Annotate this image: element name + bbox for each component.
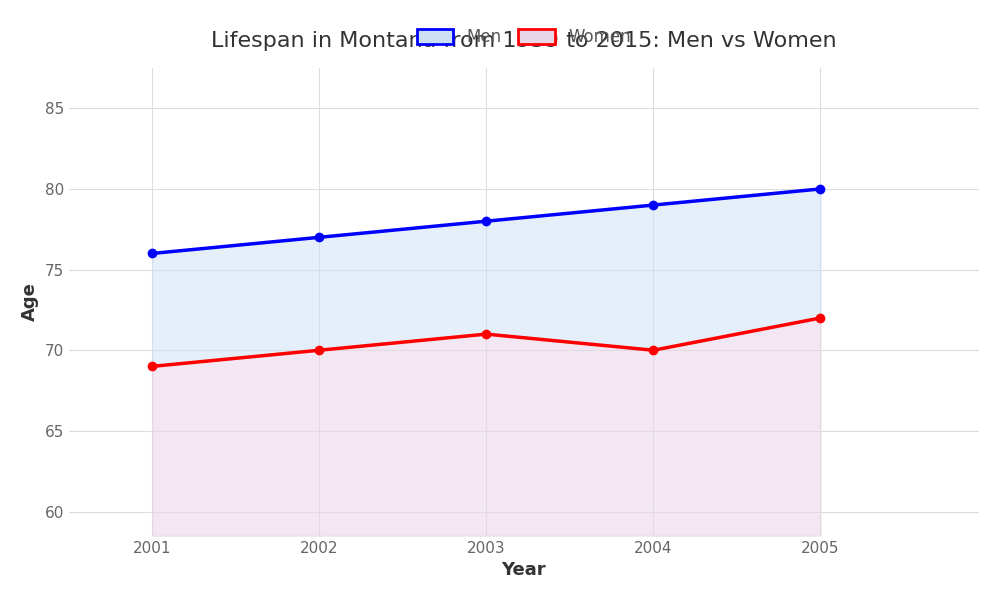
Y-axis label: Age: Age	[21, 283, 39, 321]
Title: Lifespan in Montana from 1959 to 2015: Men vs Women: Lifespan in Montana from 1959 to 2015: M…	[211, 31, 837, 51]
Legend: Men, Women: Men, Women	[408, 20, 639, 55]
X-axis label: Year: Year	[502, 561, 546, 579]
